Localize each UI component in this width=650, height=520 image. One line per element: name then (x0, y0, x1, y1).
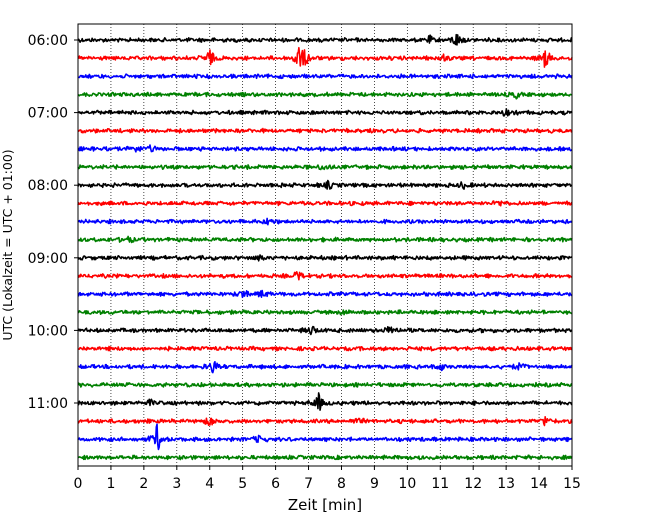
axes-frame (77, 23, 573, 467)
x-tick-label: 11 (431, 476, 449, 492)
x-tick-label: 14 (530, 476, 548, 492)
y-axis-title: UTC (Lokalzeit = UTC + 01:00) (0, 149, 15, 340)
trace-0830 (77, 217, 573, 226)
trace-0730 (77, 144, 573, 153)
x-tick-label: 0 (74, 476, 83, 492)
trace-1000 (77, 325, 573, 336)
x-tick-label: 2 (139, 476, 148, 492)
trace-0745 (77, 164, 573, 171)
x-tick-label: 12 (464, 476, 482, 492)
trace-group (77, 33, 573, 461)
trace-1145 (77, 454, 573, 461)
trace-0900 (77, 254, 573, 262)
trace-1130 (77, 423, 573, 451)
x-tick-label: 1 (106, 476, 115, 492)
trace-0715 (77, 127, 573, 134)
trace-1100 (77, 392, 573, 411)
x-tick-label: 9 (370, 476, 379, 492)
trace-0800 (77, 179, 573, 190)
trace-0700 (77, 108, 573, 117)
x-tick-label: 3 (172, 476, 181, 492)
trace-0945 (77, 309, 573, 316)
y-tick-label: 10:00 (28, 323, 68, 339)
trace-0815 (77, 200, 573, 207)
y-tick-label: 09:00 (28, 251, 68, 267)
trace-0645 (77, 91, 573, 100)
trace-1045 (77, 381, 573, 388)
trace-1115 (77, 416, 573, 427)
trace-1030 (77, 360, 573, 374)
trace-1015 (77, 345, 573, 352)
y-tick-label: 07:00 (28, 106, 68, 122)
x-tick-label: 5 (238, 476, 247, 492)
trace-0845 (77, 235, 573, 244)
x-tick-label: 13 (497, 476, 515, 492)
x-tick-label: 8 (337, 476, 346, 492)
y-tick-label: 08:00 (28, 178, 68, 194)
x-axis-title: Zeit [min] (288, 496, 362, 514)
trace-0915 (77, 271, 573, 281)
trace-0630 (77, 73, 573, 80)
x-tick-label: 6 (271, 476, 280, 492)
trace-0600 (77, 33, 573, 46)
x-tick-label: 15 (563, 476, 581, 492)
trace-0615 (77, 46, 573, 68)
x-tick-label: 4 (205, 476, 214, 492)
trace-0930 (77, 289, 573, 299)
x-tick-label: 10 (398, 476, 416, 492)
x-axis: 0 1 2 3 4 5 6 7 8 9 10 11 12 13 14 15 (74, 466, 581, 492)
x-tick-label: 7 (304, 476, 313, 492)
y-tick-label: 06:00 (28, 33, 68, 49)
y-tick-label: 11:00 (28, 396, 68, 412)
y-axis: 06:00 07:00 08:00 09:00 10:00 11:00 (28, 33, 78, 412)
